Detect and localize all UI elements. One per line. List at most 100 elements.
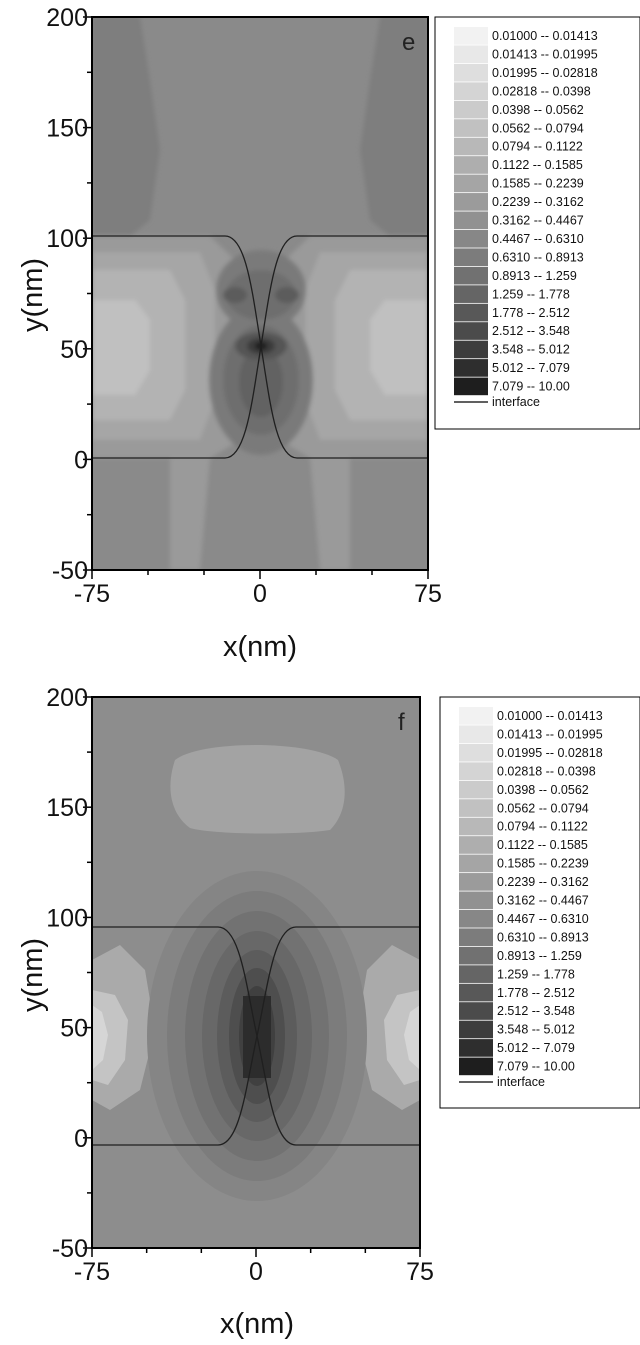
legend-swatch — [454, 63, 488, 82]
legend-label: 0.4467 -- 0.6310 — [497, 912, 589, 926]
legend-label: 0.2239 -- 0.3162 — [492, 195, 584, 209]
y-tick-label: 100 — [46, 904, 88, 932]
y-tick-label: 100 — [46, 225, 88, 253]
legend-swatch — [454, 27, 488, 45]
legend-label: 0.02818 -- 0.0398 — [497, 764, 596, 778]
legend-swatch — [459, 743, 493, 762]
y-tick-label: -50 — [52, 1235, 88, 1263]
legend-label: 3.548 -- 5.012 — [492, 343, 570, 357]
x-axis-title-f: x(nm) — [220, 1308, 294, 1340]
legend-label: 0.0398 -- 0.0562 — [492, 103, 584, 117]
legend-label: 2.512 -- 3.548 — [497, 1004, 575, 1018]
legend-label: 0.3162 -- 0.4467 — [492, 214, 584, 228]
y-tick-label: 0 — [74, 446, 88, 474]
y-axis-title-e: y(nm) — [17, 258, 49, 332]
legend-label: 0.1122 -- 0.1585 — [492, 158, 583, 172]
interface-curve-lower-e — [92, 345, 428, 459]
heatmap-f — [92, 697, 420, 1248]
legend-swatch — [459, 854, 493, 873]
legend-e: 0.01000 -- 0.01413 0.01413 -- 0.01995 0.01… — [434, 16, 640, 430]
y-axis-title-f: y(nm) — [17, 938, 49, 1012]
x-axis-title-e: x(nm) — [223, 631, 297, 663]
legend-label: 0.01995 -- 0.02818 — [492, 66, 598, 80]
legend-label: 7.079 -- 10.00 — [497, 1060, 575, 1074]
panel-label-f: f — [398, 709, 405, 736]
interface-curve-lower-f — [92, 1035, 420, 1146]
x-tick-label: 75 — [414, 580, 442, 608]
x-tick-label: 75 — [406, 1258, 434, 1286]
legend-swatch — [459, 836, 493, 854]
legend-swatch — [459, 817, 493, 836]
legend-swatch — [459, 983, 493, 1002]
legend-label: 1.778 -- 2.512 — [492, 306, 570, 320]
legend-swatch — [459, 873, 493, 891]
legend-label: 0.01995 -- 0.02818 — [497, 746, 603, 760]
legend-label: 2.512 -- 3.548 — [492, 324, 570, 338]
legend-swatch — [454, 174, 488, 193]
y-tick-label: 200 — [46, 684, 88, 712]
legend-swatch — [459, 965, 493, 983]
legend-swatch — [459, 1039, 493, 1057]
x-tick-label: -75 — [74, 1258, 110, 1286]
legend-swatch — [459, 1057, 493, 1076]
y-tick-label: 50 — [60, 336, 88, 364]
x-tick-label: 0 — [249, 1258, 263, 1286]
legend-label: 0.0398 -- 0.0562 — [497, 783, 589, 797]
panel-e: e -75 0 75 200 150 100 50 0 -50 y(nm) x(nm) — [17, 4, 442, 663]
legend-swatch — [454, 266, 488, 285]
legend-swatch — [454, 248, 488, 267]
legend-swatch — [454, 82, 488, 100]
legend-label: 5.012 -- 7.079 — [492, 361, 570, 375]
legend-swatch — [459, 725, 493, 744]
legend-label: 3.548 -- 5.012 — [497, 1023, 575, 1037]
legend-swatch — [454, 100, 488, 119]
legend-label: 0.0562 -- 0.0794 — [497, 801, 589, 815]
legend-label: 0.1585 -- 0.2239 — [497, 857, 589, 871]
legend-swatch — [459, 799, 493, 817]
y-tick-label: 0 — [74, 1125, 88, 1153]
legend-swatch — [459, 707, 493, 725]
y-tick-label: -50 — [52, 557, 88, 585]
x-tick-label: -75 — [74, 580, 110, 608]
legend-label: 0.02818 -- 0.0398 — [492, 84, 591, 98]
legend-label: 1.259 -- 1.778 — [492, 287, 570, 301]
legend-swatch — [454, 340, 488, 359]
legend-swatch — [459, 928, 493, 947]
legend-swatch — [459, 1020, 493, 1039]
legend-swatch — [454, 137, 488, 156]
legend-swatch — [454, 322, 488, 340]
legend-swatch — [459, 946, 493, 965]
legend-swatch — [459, 780, 493, 799]
legend-label: 0.0794 -- 0.1122 — [492, 140, 583, 154]
legend-label: 0.1122 -- 0.1585 — [497, 838, 588, 852]
legend-swatch — [454, 156, 488, 174]
legend-swatch — [454, 193, 488, 211]
legend-swatch — [454, 303, 488, 322]
y-tick-label: 150 — [46, 115, 88, 143]
legend-swatch — [459, 762, 493, 780]
legend-label: 0.01000 -- 0.01413 — [492, 29, 598, 43]
legend-swatch — [454, 229, 488, 248]
legend-label: 1.259 -- 1.778 — [497, 967, 575, 981]
y-tick-label: 150 — [46, 794, 88, 822]
legend-label: 0.0794 -- 0.1122 — [497, 820, 588, 834]
axis-ticks-f: -75 0 75 200 150 100 50 0 -50 — [46, 684, 434, 1286]
y-tick-label: 200 — [46, 4, 88, 32]
legend-label: 7.079 -- 10.00 — [492, 380, 570, 394]
legend-label: 0.2239 -- 0.3162 — [497, 875, 589, 889]
legend-label: 1.778 -- 2.512 — [497, 986, 575, 1000]
legend-label: 5.012 -- 7.079 — [497, 1041, 575, 1055]
legend-label: 0.8913 -- 1.259 — [492, 269, 577, 283]
legend-label: 0.0562 -- 0.0794 — [492, 121, 584, 135]
legend-f: 0.01000 -- 0.01413 0.01413 -- 0.01995 0.01… — [439, 696, 640, 1109]
legend-label: 0.4467 -- 0.6310 — [492, 232, 584, 246]
legend-interface-label: interface — [492, 395, 540, 409]
y-tick-label: 50 — [60, 1015, 88, 1043]
legend-label: 0.01413 -- 0.01995 — [492, 47, 598, 61]
legend-label: 0.1585 -- 0.2239 — [492, 177, 584, 191]
legend-label: 0.8913 -- 1.259 — [497, 949, 582, 963]
panel-f: f -75 0 75 200 150 100 50 0 -50 y(nm) x(nm) — [17, 684, 434, 1340]
legend-swatch — [454, 359, 488, 377]
legend-label: 0.01413 -- 0.01995 — [497, 727, 603, 741]
